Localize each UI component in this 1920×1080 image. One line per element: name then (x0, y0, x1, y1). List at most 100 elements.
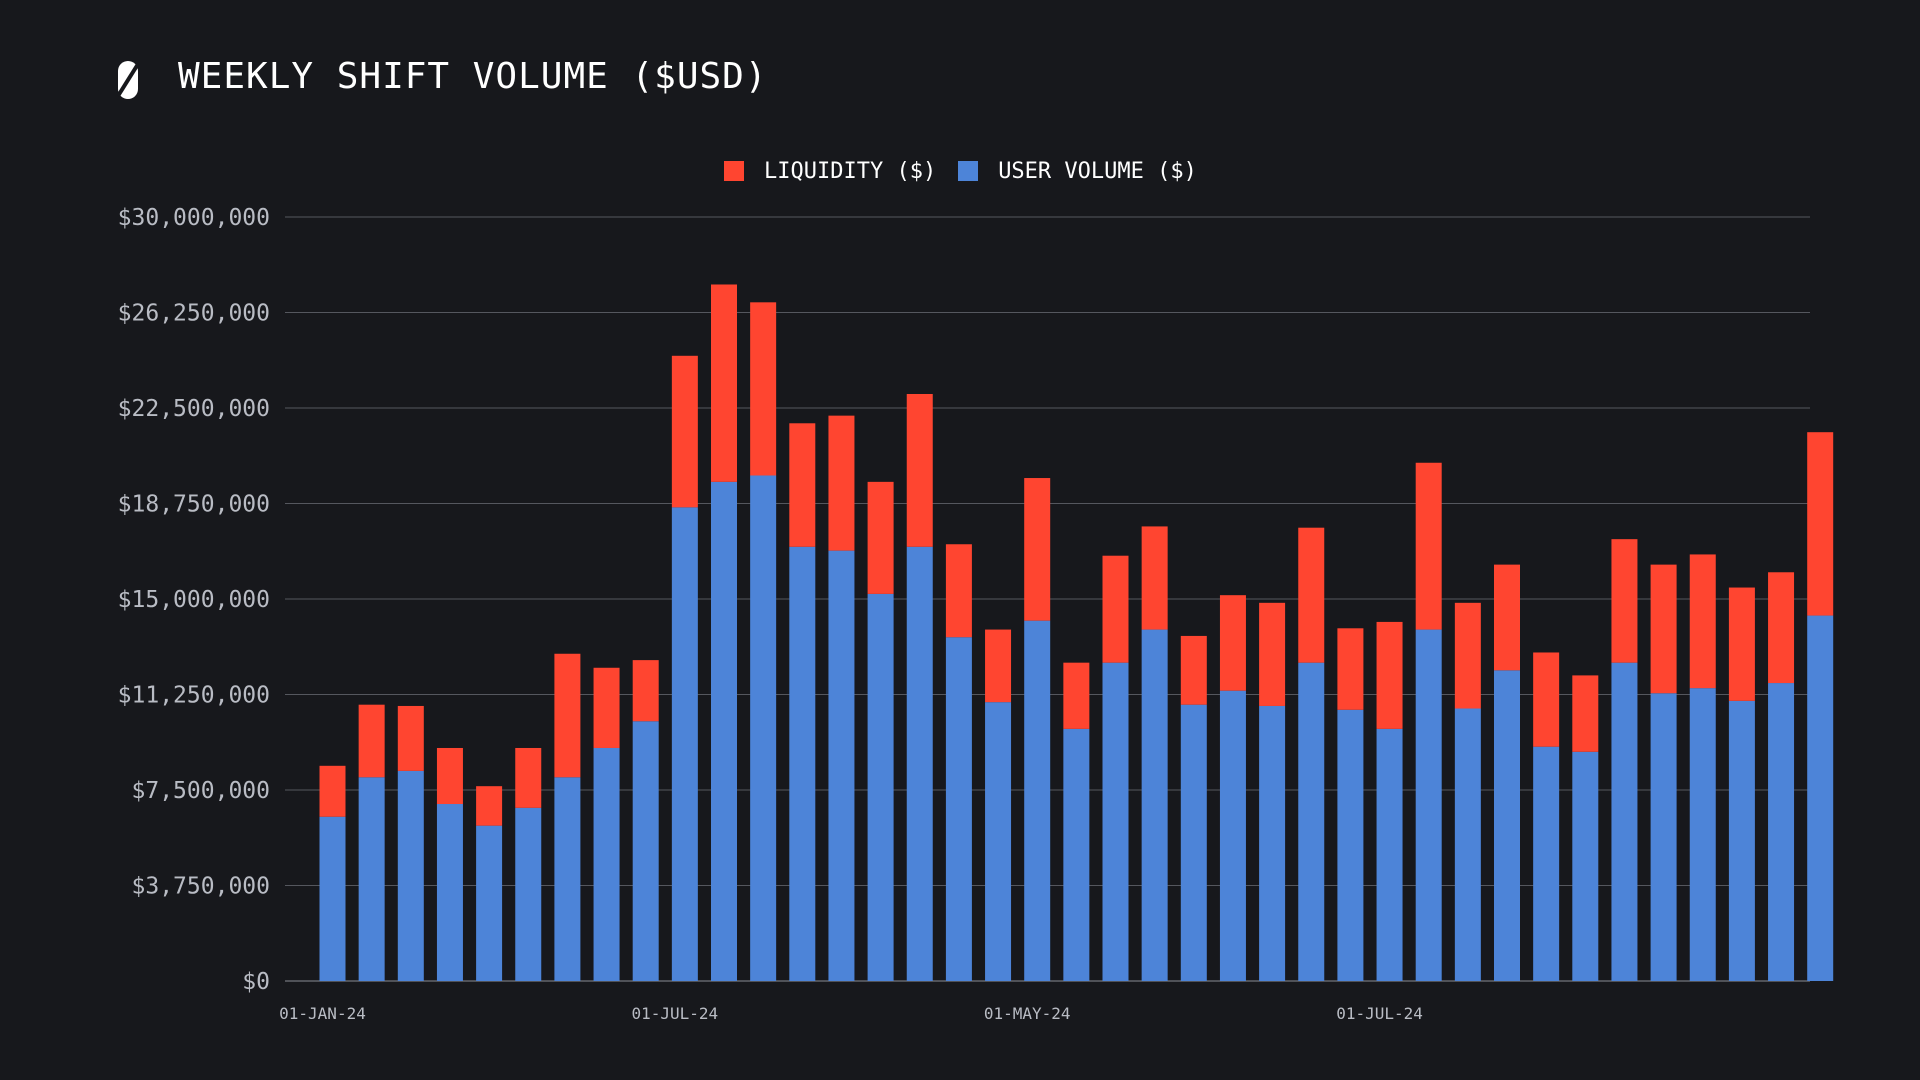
bar-liquidity (1768, 572, 1795, 684)
bar-liquidity (1689, 554, 1716, 689)
bar-liquidity (358, 704, 385, 778)
bar-user-volume (1298, 662, 1325, 981)
legend-item-liquidity[interactable]: LIQUIDITY ($) (724, 159, 936, 184)
bar-liquidity (1141, 526, 1168, 630)
bar-user-volume (1454, 708, 1481, 981)
y-tick-label: $0 (242, 969, 270, 995)
bar-liquidity (1298, 527, 1325, 663)
bar-liquidity (1807, 432, 1834, 616)
bar-liquidity (671, 355, 698, 508)
bar-liquidity (319, 765, 346, 817)
bar-liquidity (632, 660, 659, 722)
y-tick-label: $22,500,000 (118, 396, 270, 422)
bar-user-volume (632, 721, 659, 981)
bar-user-volume (1494, 670, 1520, 981)
chart-title: WEEKLY SHIFT VOLUME ($USD) (178, 56, 768, 97)
chart-legend: LIQUIDITY ($) USER VOLUME ($) (724, 156, 1197, 186)
bar-user-volume (476, 825, 503, 981)
bar-user-volume (1180, 704, 1207, 981)
legend-swatch-user-volume (958, 161, 979, 181)
x-tick-label: 01-JUL-24 (631, 1004, 718, 1023)
bar-liquidity (397, 705, 424, 771)
bar-liquidity (750, 302, 777, 476)
bar-liquidity (1415, 462, 1442, 630)
bar-liquidity (1219, 595, 1246, 691)
y-tick-label: $26,250,000 (118, 301, 270, 327)
bar-user-volume (436, 804, 463, 981)
bar-user-volume (1611, 662, 1638, 981)
bar-user-volume (750, 475, 777, 981)
bar-liquidity (1494, 564, 1520, 671)
sideshift-logo-icon (116, 61, 140, 99)
bar-user-volume (1572, 751, 1599, 981)
bar-liquidity (1337, 628, 1364, 710)
bar-liquidity (906, 393, 933, 547)
bar-liquidity (593, 667, 620, 748)
legend-item-user-volume[interactable]: USER VOLUME ($) (958, 159, 1197, 184)
bar-user-volume (1141, 629, 1168, 981)
bar-user-volume (711, 481, 737, 981)
y-tick-label: $7,500,000 (132, 778, 270, 804)
bar-user-volume (1337, 709, 1364, 981)
y-tick-label: $15,000,000 (118, 587, 270, 613)
bar-user-volume (1768, 683, 1795, 981)
bar-liquidity (1180, 635, 1207, 705)
bar-user-volume (515, 807, 542, 981)
bar-user-volume (1415, 629, 1442, 981)
bar-user-volume (1219, 690, 1246, 981)
bar-liquidity (1533, 652, 1560, 747)
bar-liquidity (476, 786, 503, 826)
y-tick-label: $18,750,000 (118, 492, 270, 518)
bar-user-volume (906, 546, 933, 981)
legend-label-liquidity: LIQUIDITY ($) (764, 158, 937, 184)
bar-user-volume (1533, 746, 1560, 981)
bar-liquidity (985, 629, 1012, 703)
bar-liquidity (515, 747, 542, 808)
bar-liquidity (1259, 602, 1286, 706)
bar-liquidity (554, 653, 581, 778)
bar-liquidity (867, 481, 894, 594)
bar-liquidity (789, 423, 816, 547)
bar-user-volume (593, 747, 620, 981)
bar-liquidity (1572, 675, 1599, 752)
bar-liquidity (1650, 564, 1677, 694)
bar-liquidity (436, 747, 463, 805)
bar-user-volume (945, 637, 972, 981)
bar-liquidity (828, 415, 855, 551)
bar-user-volume (828, 550, 855, 981)
legend-label-user-volume: USER VOLUME ($) (998, 158, 1197, 184)
bar-user-volume (671, 507, 698, 981)
bar-liquidity (711, 284, 737, 482)
bar-user-volume (358, 777, 385, 981)
bar-user-volume (1063, 728, 1090, 981)
x-tick-label: 01-MAY-24 (984, 1004, 1071, 1023)
y-tick-label: $30,000,000 (118, 205, 270, 231)
bar-user-volume (1689, 688, 1716, 981)
bar-user-volume (1728, 700, 1755, 981)
bar-user-volume (554, 777, 581, 981)
bar-user-volume (1376, 728, 1403, 981)
legend-swatch-liquidity (724, 161, 744, 181)
bar-user-volume (985, 702, 1012, 981)
bar-user-volume (1102, 662, 1129, 981)
bar-liquidity (1376, 621, 1403, 729)
bar-liquidity (1063, 662, 1090, 729)
y-tick-label: $11,250,000 (118, 683, 270, 709)
y-tick-label: $3,750,000 (132, 874, 270, 900)
bar-liquidity (1024, 478, 1051, 621)
bar-liquidity (1728, 587, 1755, 701)
bar-user-volume (867, 593, 894, 981)
bar-liquidity (945, 544, 972, 638)
bar-user-volume (1259, 705, 1286, 981)
bar-user-volume (397, 770, 424, 981)
bar-liquidity (1454, 602, 1481, 709)
bar-user-volume (789, 546, 816, 981)
bar-liquidity (1611, 539, 1638, 663)
bar-user-volume (319, 816, 346, 981)
x-tick-label: 01-JAN-24 (279, 1004, 366, 1023)
bar-user-volume (1024, 620, 1051, 981)
bar-liquidity (1102, 555, 1129, 663)
x-tick-label: 01-JUL-24 (1336, 1004, 1423, 1023)
bar-user-volume (1807, 615, 1834, 981)
